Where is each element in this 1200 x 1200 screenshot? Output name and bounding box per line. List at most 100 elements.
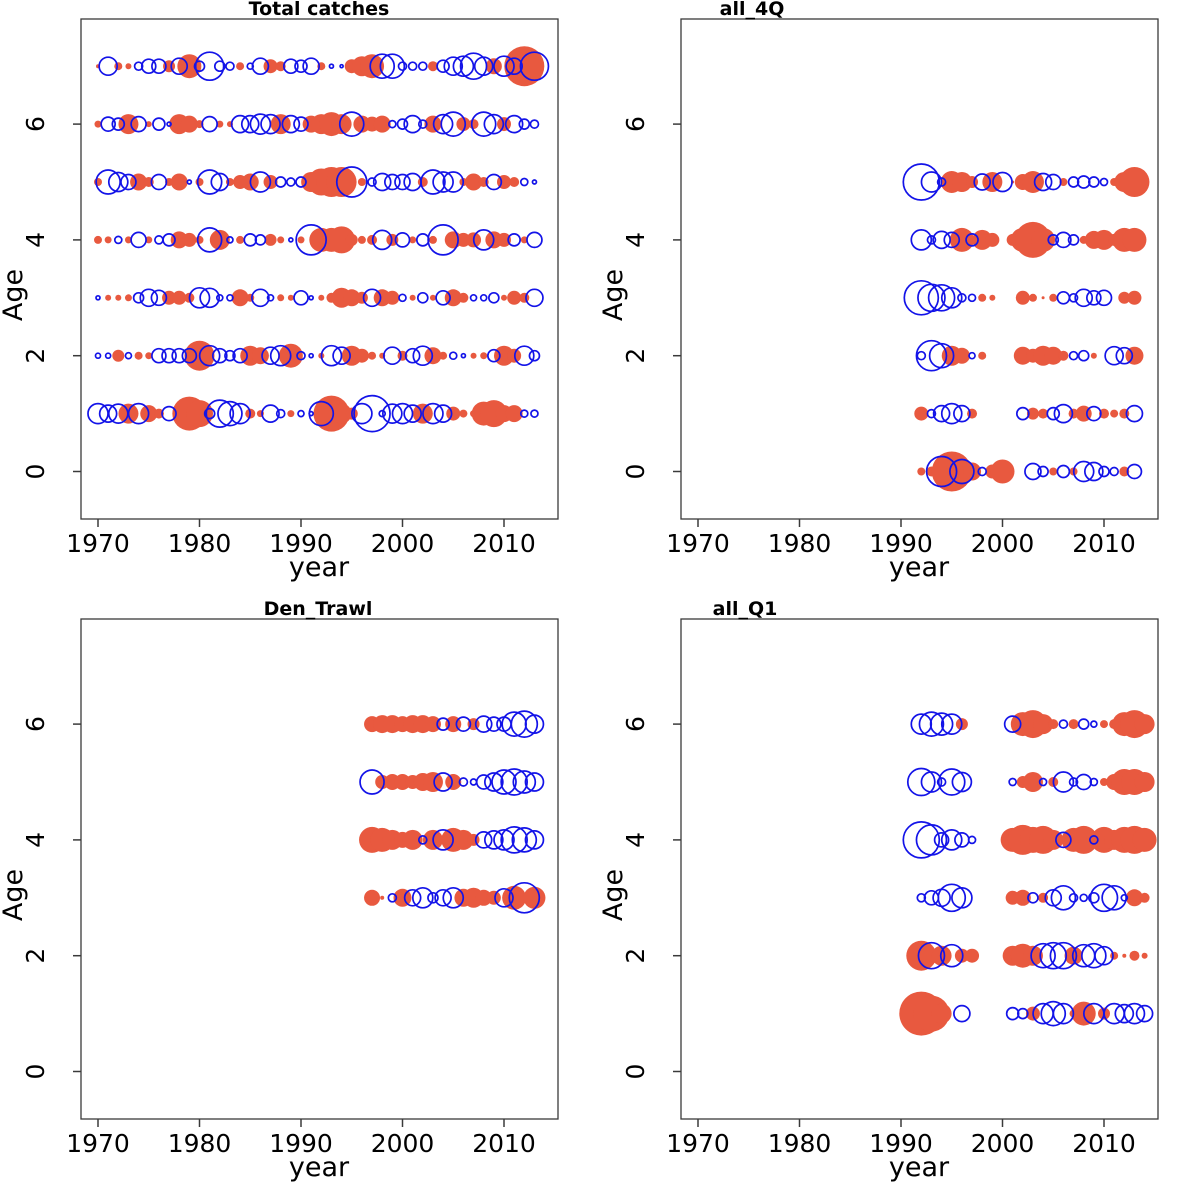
- bubble-negative: [139, 288, 159, 308]
- bubble-positive: [341, 345, 362, 366]
- bubble-negative: [440, 111, 467, 137]
- bubble-negative: [479, 293, 488, 302]
- bubble-positive: [409, 236, 417, 244]
- bubble-negative: [518, 118, 531, 130]
- bubble-negative: [240, 114, 260, 134]
- bubble-positive: [1141, 952, 1148, 959]
- bubble-negative: [469, 778, 478, 786]
- bubble-negative: [251, 288, 270, 308]
- bubble-positive: [497, 232, 511, 247]
- bubble-negative: [936, 177, 947, 187]
- bubble-negative: [391, 402, 414, 425]
- bubble-positive: [914, 406, 929, 421]
- bubble-negative: [288, 237, 294, 243]
- bubble-positive: [1139, 892, 1150, 903]
- bubble-positive: [264, 233, 277, 246]
- y-tick-label: 4: [21, 832, 50, 848]
- bubble-negative: [432, 171, 454, 193]
- bubble-negative: [226, 236, 234, 244]
- bubble-negative: [1114, 1003, 1135, 1024]
- bubble-negative: [417, 835, 428, 845]
- bubble-positive: [368, 351, 377, 360]
- bubble-negative: [188, 286, 211, 309]
- panel-title: Den_Trawl: [264, 600, 373, 620]
- bubble-negative: [1120, 893, 1129, 902]
- bubble-negative: [915, 824, 948, 856]
- bubble-negative: [1044, 173, 1062, 191]
- y-tick-label: 4: [621, 832, 650, 848]
- bubble-negative: [1038, 777, 1048, 787]
- bubble-negative: [1046, 406, 1061, 421]
- bubble-negative: [224, 349, 236, 362]
- bubble-positive: [446, 406, 461, 421]
- bubble-negative: [387, 892, 398, 903]
- bubble-positive: [331, 114, 352, 135]
- y-axis-label: Age: [600, 869, 629, 921]
- bubble-negative: [213, 60, 226, 73]
- bubble-negative: [332, 346, 351, 366]
- bubble-positive: [505, 405, 523, 423]
- bubble-positive: [1090, 352, 1097, 359]
- bubble-negative: [296, 350, 306, 361]
- bubble-negative: [308, 400, 335, 427]
- bubble-negative: [1126, 463, 1143, 480]
- bubble-negative: [124, 351, 133, 360]
- bubble-positive: [134, 351, 143, 360]
- bubble-positive: [124, 294, 132, 302]
- plot-area-total-catches: 1970 1980 1990 2000 2010 0 2 4 6: [21, 18, 559, 558]
- bubble-positive: [94, 235, 102, 244]
- bubble-negative: [1067, 234, 1080, 246]
- bubble-positive: [1118, 291, 1131, 304]
- bubble-negative: [338, 111, 365, 137]
- bubble-negative: [1089, 883, 1119, 913]
- bubble-positive: [1119, 466, 1130, 477]
- y-tick-label: 6: [21, 716, 50, 732]
- bubble-negative: [433, 404, 453, 423]
- bubble-negative: [246, 62, 255, 71]
- bubble-negative: [485, 173, 503, 191]
- y-tick-label: 6: [621, 716, 650, 732]
- bubble-negative: [902, 163, 941, 201]
- bubble-positive: [345, 233, 358, 246]
- bubble-negative: [433, 772, 453, 792]
- bubble-negative: [403, 888, 422, 907]
- bubble-negative: [249, 113, 272, 135]
- bubble-positive: [287, 294, 294, 301]
- bubble-negative: [98, 56, 119, 77]
- bubble-positive: [373, 115, 391, 133]
- bubble-negative: [470, 111, 497, 137]
- bubble-negative: [973, 173, 992, 191]
- bubble-negative: [353, 394, 391, 433]
- bubble-positive: [360, 54, 385, 79]
- bubble-negative: [1055, 231, 1072, 249]
- bubble-negative: [1027, 891, 1039, 904]
- bubble-negative: [1058, 719, 1069, 729]
- bubble-negative: [939, 943, 964, 968]
- bubble-negative: [379, 53, 406, 80]
- bubble-negative: [398, 293, 407, 303]
- bubble-negative: [407, 61, 418, 72]
- bubble-positive: [402, 829, 423, 850]
- bubble-negative: [162, 233, 176, 247]
- bubble-positive: [519, 292, 530, 303]
- bubble-positive: [1049, 467, 1058, 476]
- bubble-positive: [1058, 350, 1069, 361]
- bubble-negative: [196, 169, 223, 195]
- bubble-negative: [362, 288, 382, 308]
- bubble-negative: [443, 56, 464, 77]
- bubble-negative: [1104, 345, 1125, 366]
- bubble-positive: [459, 409, 468, 418]
- bubble-negative: [302, 57, 320, 76]
- bubble-positive: [1028, 293, 1037, 302]
- bubble-negative: [170, 57, 189, 76]
- bubble-negative: [943, 231, 961, 249]
- bubble-negative: [1052, 771, 1075, 793]
- bubble-negative: [269, 344, 292, 367]
- bubble-negative: [920, 771, 943, 793]
- bubble-negative: [1094, 945, 1114, 966]
- bubble-positive: [422, 772, 443, 792]
- bubble-positive: [172, 290, 187, 305]
- bubble-negative: [1015, 406, 1030, 421]
- bubble-negative: [295, 224, 327, 256]
- bubble-positive: [1064, 946, 1083, 965]
